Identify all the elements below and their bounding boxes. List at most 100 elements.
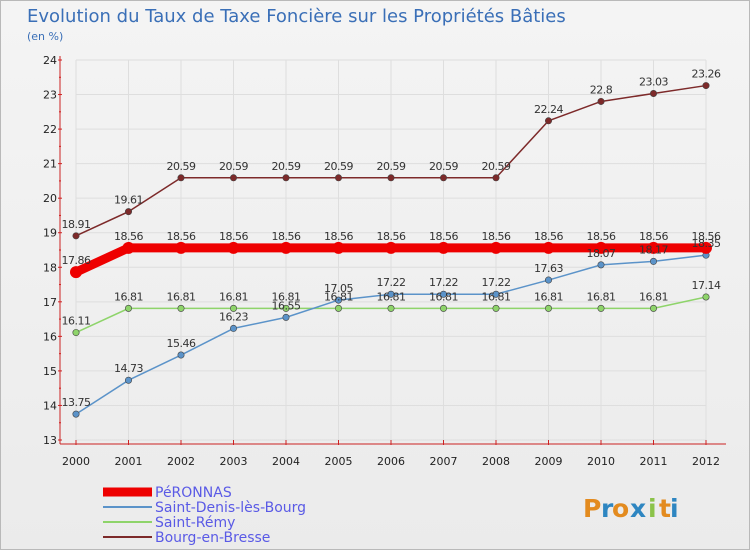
- data-label: 17.05: [324, 282, 353, 295]
- data-point: [490, 241, 502, 254]
- y-tick-label: 16: [43, 330, 57, 343]
- y-tick-label: 18: [43, 261, 57, 274]
- y-tick-label: 24: [43, 54, 57, 67]
- logo-letter: t: [659, 494, 671, 523]
- data-label: 17.22: [377, 276, 406, 289]
- x-tick-label: 2012: [692, 455, 720, 468]
- data-label: 16.81: [114, 290, 143, 303]
- y-tick-label: 14: [43, 399, 57, 412]
- data-point: [647, 241, 660, 254]
- logo-letter: i: [670, 494, 679, 523]
- x-tick-label: 2008: [482, 455, 510, 468]
- data-point: [230, 174, 238, 182]
- data-label: 22.24: [534, 103, 563, 116]
- data-point: [597, 261, 605, 269]
- data-label: 18.56: [167, 230, 196, 243]
- data-label: 15.46: [167, 337, 196, 350]
- data-label: 16.81: [377, 290, 406, 303]
- data-label: 22.8: [590, 83, 613, 96]
- data-point: [492, 304, 500, 312]
- data-point: [122, 241, 135, 254]
- x-tick-label: 2005: [325, 455, 353, 468]
- data-label: 17.86: [62, 254, 91, 267]
- data-label: 17.63: [534, 262, 563, 275]
- x-tick-label: 2002: [167, 455, 195, 468]
- data-point: [177, 174, 185, 182]
- data-point: [227, 241, 240, 254]
- data-point: [385, 241, 397, 254]
- data-label: 16.81: [219, 290, 248, 303]
- legend-label: PéRONNAS: [155, 485, 232, 501]
- data-point: [544, 276, 552, 284]
- data-label: 16.81: [167, 290, 196, 303]
- legend-label: Bourg-en-Bresse: [155, 530, 270, 546]
- data-label: 16.81: [429, 290, 458, 303]
- y-tick-label: 23: [43, 89, 57, 102]
- data-point: [439, 290, 447, 298]
- legend: PéRONNASSaint-Denis-lès-BourgSaint-RémyB…: [103, 485, 306, 546]
- data-point: [72, 410, 80, 418]
- data-point: [492, 174, 500, 182]
- data-labels: 18.91 19.61 20.59 20.59 20.59 20.59 20.59 20.59…: [62, 68, 722, 410]
- data-label: 13.75: [62, 396, 91, 409]
- data-point: [387, 304, 395, 312]
- data-label: 23.26: [692, 68, 721, 81]
- data-label: 20.59: [377, 160, 406, 173]
- data-point: [334, 296, 342, 304]
- x-tick-label: 2011: [640, 455, 668, 468]
- y-tick-label: 13: [43, 434, 57, 447]
- data-label: 14.73: [114, 362, 143, 375]
- data-point: [702, 82, 710, 90]
- logo-letter: P: [583, 494, 601, 523]
- data-point: [544, 117, 552, 125]
- x-tick-label: 2010: [587, 455, 615, 468]
- data-label: 16.23: [219, 310, 248, 323]
- data-label: 18.56: [429, 230, 458, 243]
- data-point: [280, 241, 292, 254]
- data-point: [595, 241, 607, 254]
- data-point: [334, 174, 342, 182]
- data-point: [597, 304, 605, 312]
- logo-letter: r: [601, 494, 614, 523]
- data-label: 20.59: [167, 160, 196, 173]
- data-label: 16.81: [324, 290, 353, 303]
- data-label: 18.35: [692, 237, 721, 250]
- data-point: [230, 304, 238, 312]
- data-label: 18.56: [639, 230, 668, 243]
- data-label: 18.56: [692, 230, 721, 243]
- logo-letter: x: [630, 494, 646, 523]
- data-label: 16.81: [534, 290, 563, 303]
- data-point: [439, 304, 447, 312]
- data-label: 20.59: [324, 160, 353, 173]
- chart-title: Evolution du Taux de Taxe Foncière sur l…: [27, 6, 566, 27]
- data-point: [282, 304, 290, 312]
- data-point: [125, 376, 133, 384]
- data-label: 16.55: [272, 299, 301, 312]
- data-label: 23.03: [639, 76, 668, 89]
- data-point: [175, 241, 187, 254]
- data-label: 17.14: [692, 279, 721, 292]
- data-point: [334, 304, 342, 312]
- data-label: 18.17: [639, 243, 668, 256]
- data-point: [700, 241, 712, 254]
- data-point: [177, 304, 185, 312]
- data-label: 18.56: [324, 230, 353, 243]
- data-point: [177, 351, 185, 359]
- data-point: [437, 241, 450, 254]
- data-point: [332, 241, 345, 254]
- y-tick-label: 15: [43, 365, 57, 378]
- data-label: 16.81: [272, 290, 301, 303]
- data-point: [387, 290, 395, 298]
- data-label: 18.56: [534, 230, 563, 243]
- data-point: [125, 304, 133, 312]
- x-tick-label: 2006: [377, 455, 405, 468]
- x-tick-label: 2001: [115, 455, 143, 468]
- data-point: [230, 324, 238, 332]
- data-label: 17.22: [429, 276, 458, 289]
- y-tick-label: 21: [43, 158, 57, 171]
- data-label: 16.11: [62, 315, 91, 328]
- x-tick-label: 2009: [535, 455, 563, 468]
